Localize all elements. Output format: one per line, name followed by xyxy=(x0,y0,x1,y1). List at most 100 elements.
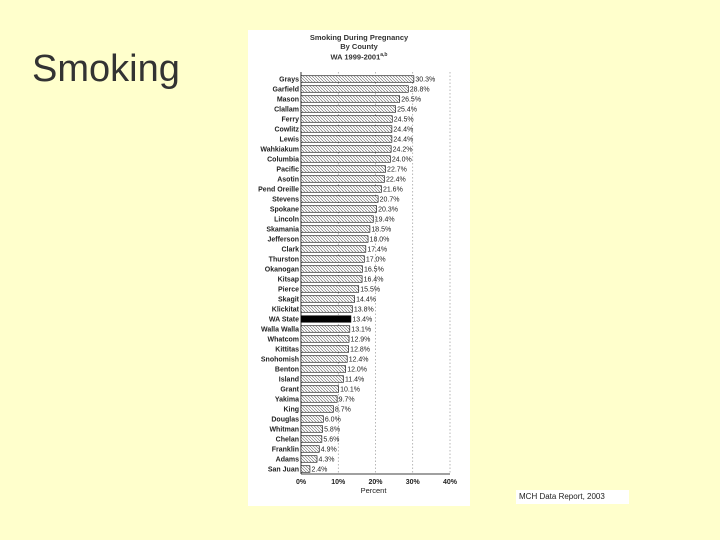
bar xyxy=(300,265,363,273)
value-label: 28.8% xyxy=(410,86,430,93)
value-label: 13.8% xyxy=(354,306,374,313)
bar xyxy=(300,215,374,223)
bar xyxy=(300,435,323,443)
bar xyxy=(300,95,401,103)
category-label: Whatcom xyxy=(268,336,300,343)
chart-title-line-2: By County xyxy=(340,42,378,51)
value-label: 9.7% xyxy=(339,396,355,403)
category-label: Stevens xyxy=(272,196,299,203)
bar xyxy=(300,85,409,93)
category-label: Pacific xyxy=(276,166,299,173)
category-label: WA State xyxy=(269,316,299,323)
value-label: 18.5% xyxy=(371,226,391,233)
value-label: 8.7% xyxy=(335,406,351,413)
value-label: 24.4% xyxy=(393,126,413,133)
bar xyxy=(300,275,363,283)
bar xyxy=(300,355,348,363)
chart-title: Smoking During Pregnancy By County WA 19… xyxy=(248,33,470,62)
category-label: Mason xyxy=(277,96,299,103)
chart-title-superscript: a,b xyxy=(380,52,388,58)
value-label: 18.0% xyxy=(370,236,390,243)
category-label: Thurston xyxy=(269,256,299,263)
value-label: 24.0% xyxy=(392,156,412,163)
bar xyxy=(300,205,377,213)
category-label: Island xyxy=(279,376,299,383)
category-label: Jefferson xyxy=(267,236,299,243)
category-label: Ferry xyxy=(281,116,299,123)
bar xyxy=(300,175,385,183)
category-label: Columbia xyxy=(267,156,299,163)
category-label: Franklin xyxy=(272,446,299,453)
category-label: King xyxy=(283,406,299,413)
value-label: 24.4% xyxy=(393,136,413,143)
value-label: 24.5% xyxy=(394,116,414,123)
category-label: Skagit xyxy=(278,296,300,303)
category-label: Cowlitz xyxy=(275,126,300,133)
category-label: Asotin xyxy=(277,176,299,183)
bar xyxy=(300,385,339,393)
value-label: 16.4% xyxy=(364,276,384,283)
value-label: 21.6% xyxy=(383,186,403,193)
value-label: 5.6% xyxy=(323,436,339,443)
category-label: San Juan xyxy=(268,466,299,473)
bar xyxy=(300,375,344,383)
category-label: Klickitat xyxy=(272,306,300,313)
bar xyxy=(300,405,334,413)
bar xyxy=(300,415,324,423)
chart-title-line-3: WA 1999-2001a,b xyxy=(248,51,470,62)
bar xyxy=(300,295,355,303)
value-label: 20.7% xyxy=(380,196,400,203)
value-label: 30.3% xyxy=(415,76,435,83)
bar xyxy=(300,235,369,243)
value-label: 15.5% xyxy=(360,286,380,293)
value-label: 2.4% xyxy=(311,466,327,473)
category-label: Skamania xyxy=(266,226,299,233)
bar xyxy=(300,455,318,463)
bar xyxy=(300,75,415,83)
bar xyxy=(300,195,379,203)
chart-panel: Smoking During Pregnancy By County WA 19… xyxy=(248,30,470,506)
value-label: 17.0% xyxy=(366,256,386,263)
bar xyxy=(300,365,347,373)
bar xyxy=(300,225,371,233)
value-label: 24.2% xyxy=(393,146,413,153)
bar xyxy=(300,305,353,313)
x-tick-label: 10% xyxy=(331,479,346,486)
bar xyxy=(300,425,323,433)
category-label: Okanogan xyxy=(265,266,299,273)
x-tick-label: 40% xyxy=(443,479,458,486)
x-tick-label: 30% xyxy=(406,479,421,486)
bar xyxy=(300,155,391,163)
category-label: Walla Walla xyxy=(261,326,299,333)
bar xyxy=(300,325,351,333)
value-label: 26.5% xyxy=(401,96,421,103)
value-label: 5.8% xyxy=(324,426,340,433)
bar xyxy=(300,245,367,253)
bar xyxy=(300,335,350,343)
value-label: 4.3% xyxy=(319,456,335,463)
value-label: 16.5% xyxy=(364,266,384,273)
bar xyxy=(300,465,311,473)
value-label: 20.3% xyxy=(378,206,398,213)
x-tick-label: 0% xyxy=(296,479,307,486)
category-label: Wahkiakum xyxy=(260,146,299,153)
bar xyxy=(300,395,338,403)
value-label: 13.4% xyxy=(352,316,372,323)
slide-title: Smoking xyxy=(32,48,180,90)
category-label: Adams xyxy=(276,456,299,463)
value-label: 4.9% xyxy=(321,446,337,453)
value-label: 6.0% xyxy=(325,416,341,423)
category-label: Snohomish xyxy=(261,356,299,363)
bar xyxy=(300,135,393,143)
bar xyxy=(300,185,382,193)
bar xyxy=(300,315,352,323)
chart-title-line-1: Smoking During Pregnancy xyxy=(309,33,409,42)
bar-chart: Grays 30.3% Garfield 28.8% Mason 26.5% Clallam… xyxy=(258,72,458,495)
category-label: Yakima xyxy=(275,396,299,403)
category-label: Chelan xyxy=(276,436,299,443)
value-label: 22.7% xyxy=(387,166,407,173)
value-label: 12.9% xyxy=(351,336,371,343)
value-label: 14.4% xyxy=(356,296,376,303)
value-label: 13.1% xyxy=(351,326,371,333)
bar xyxy=(300,445,320,453)
